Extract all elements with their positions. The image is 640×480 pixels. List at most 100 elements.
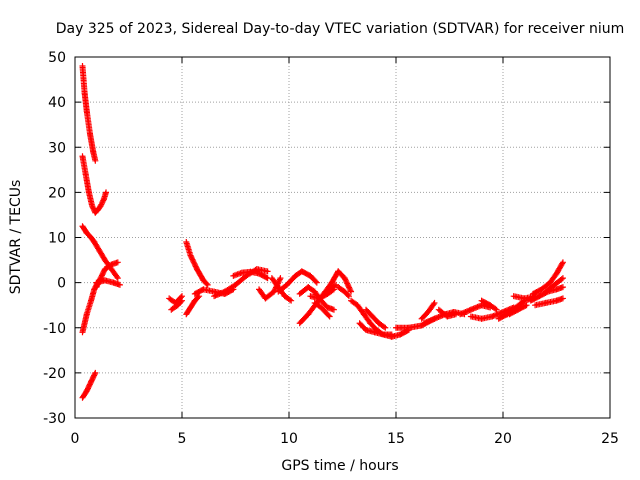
data-point [344, 292, 351, 299]
y-tick-label: -30 [43, 411, 66, 427]
data-point [346, 285, 353, 292]
data-point [89, 202, 96, 209]
data-series-segment [79, 369, 99, 401]
data-series-segment [506, 302, 530, 318]
data-point [312, 278, 319, 285]
data-point [326, 313, 333, 320]
data-point [388, 331, 395, 338]
chart-title: Day 325 of 2023, Sidereal Day-to-day VTE… [56, 21, 625, 37]
data-series-segment [322, 268, 355, 295]
data-series-segment [418, 299, 438, 322]
data-series-segment [311, 299, 333, 320]
data-point [192, 263, 199, 270]
data-point [92, 157, 99, 164]
data-point [188, 255, 195, 262]
y-tick-label: 30 [48, 140, 66, 156]
data-point [558, 276, 565, 283]
data-point [276, 277, 283, 284]
data-point [330, 306, 337, 313]
data-point [196, 293, 203, 300]
data-point [91, 285, 98, 292]
data-point [91, 286, 98, 293]
data-series-segment [183, 239, 211, 288]
data-point [116, 281, 123, 288]
data-point [346, 284, 353, 291]
data-point [114, 259, 121, 266]
data-point [113, 273, 120, 280]
data-series-segment [478, 297, 500, 313]
data-point [559, 259, 566, 266]
x-tick-label: 15 [387, 431, 405, 447]
data-point [493, 306, 500, 313]
x-tick-label: 5 [178, 431, 187, 447]
data-point [559, 284, 566, 291]
data-point [344, 281, 351, 288]
data-series-segment [435, 306, 459, 320]
data-point [381, 323, 388, 330]
data-series-segment [529, 259, 566, 297]
data-series-segment [542, 275, 566, 295]
x-tick-label: 25 [601, 431, 619, 447]
data-series-segment [79, 63, 99, 164]
data-point [344, 280, 351, 287]
x-tick-label: 10 [280, 431, 298, 447]
data-point [114, 275, 121, 282]
data-point [345, 293, 352, 300]
data-point [191, 260, 198, 267]
data-point [98, 200, 105, 207]
y-tick-label: 0 [57, 276, 66, 292]
data-point [177, 298, 184, 305]
data-series-segment [467, 304, 517, 322]
data-point [523, 302, 530, 309]
y-tick-label: -20 [43, 366, 66, 382]
data-point [188, 253, 195, 260]
data-point [430, 301, 437, 308]
data-point [341, 275, 348, 282]
data-series-segment [79, 279, 101, 336]
data-points [79, 63, 566, 401]
data-point [193, 264, 200, 271]
data-point [382, 324, 389, 331]
x-tick-label: 20 [494, 431, 512, 447]
data-point [343, 279, 350, 286]
data-point [345, 283, 352, 290]
x-tick-label: 0 [71, 431, 80, 447]
data-point [92, 369, 99, 376]
y-tick-label: -10 [43, 321, 66, 337]
data-point [94, 279, 101, 286]
y-tick-label: 40 [48, 95, 66, 111]
data-point [276, 276, 283, 283]
data-series-segment [363, 306, 389, 331]
data-point [204, 281, 211, 288]
y-tick-label: 50 [48, 50, 66, 66]
data-point [98, 201, 105, 208]
data-point [97, 202, 104, 209]
data-series-segment [166, 293, 185, 306]
data-point [100, 197, 107, 204]
data-series-segment [230, 268, 271, 282]
x-axis-label: GPS time / hours [281, 458, 398, 474]
data-series-segment [91, 239, 121, 282]
data-point [189, 256, 196, 263]
data-point [286, 296, 293, 303]
data-series-segment [79, 153, 110, 216]
data-series-segment [183, 293, 203, 318]
data-point [91, 371, 98, 378]
data-point [103, 189, 110, 196]
data-point [264, 268, 271, 275]
data-point [179, 297, 185, 304]
data-point [325, 312, 332, 319]
data-point [559, 260, 566, 267]
data-point [559, 295, 566, 302]
data-series-segment [307, 286, 337, 302]
grid [75, 57, 610, 418]
data-point [203, 280, 210, 287]
data-series-segment [168, 297, 185, 313]
data-point [347, 287, 354, 294]
data-point [330, 286, 337, 293]
data-point [342, 276, 349, 283]
data-point [93, 282, 100, 289]
data-series-segment [510, 293, 539, 302]
data-point [277, 275, 284, 282]
